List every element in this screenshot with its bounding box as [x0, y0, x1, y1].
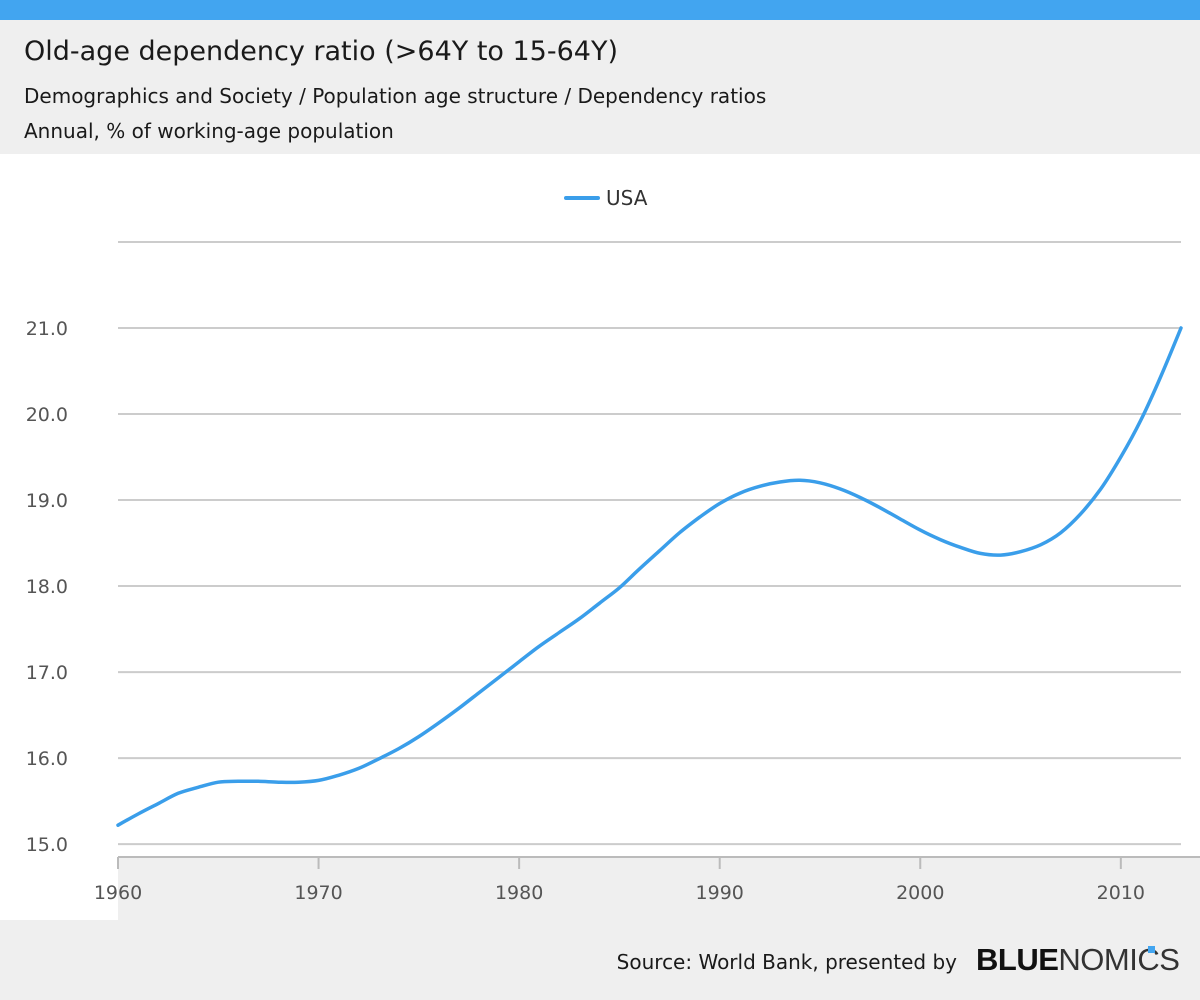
data-point-1994[interactable]: [797, 477, 803, 483]
data-point-1995[interactable]: [817, 480, 823, 486]
bluenomics-logo[interactable]: BLUENOMICS: [976, 942, 1180, 978]
data-point-2005[interactable]: [1018, 549, 1024, 555]
data-point-2000[interactable]: [917, 527, 923, 533]
data-point-2012[interactable]: [1158, 373, 1164, 379]
x-tick-label: 1970: [294, 882, 342, 904]
top-accent-bar: [0, 0, 1200, 20]
data-point-1974[interactable]: [396, 746, 402, 752]
data-point-1982[interactable]: [556, 630, 562, 636]
x-axis: 1960 1970 1980 1990 2000 2010: [94, 857, 1145, 904]
data-point-2001[interactable]: [937, 537, 943, 543]
data-point-1960[interactable]: [115, 822, 121, 828]
x-tick-label: 1960: [94, 882, 142, 904]
y-tick-label: 18.0: [26, 576, 68, 598]
chart-category-path: Demographics and Society / Population ag…: [24, 84, 767, 108]
chart-footer: Source: World Bank, presented by BLUENOM…: [0, 920, 1200, 1000]
data-point-1978[interactable]: [476, 690, 482, 696]
data-point-2008[interactable]: [1078, 511, 1084, 517]
data-point-1967[interactable]: [255, 778, 261, 784]
y-tick-label: 15.0: [26, 834, 68, 856]
data-point-1984[interactable]: [596, 600, 602, 606]
x-tick-label: 2010: [1097, 882, 1145, 904]
data-point-2007[interactable]: [1058, 530, 1064, 536]
data-point-1972[interactable]: [356, 765, 362, 771]
data-point-1991[interactable]: [737, 490, 743, 496]
data-point-1993[interactable]: [777, 479, 783, 485]
x-tick-label: 2000: [896, 882, 944, 904]
data-point-1998[interactable]: [877, 505, 883, 511]
data-point-1997[interactable]: [857, 495, 863, 501]
data-point-1971[interactable]: [336, 772, 342, 778]
logo-text-nomics: NOMICS: [1058, 942, 1180, 977]
data-point-1999[interactable]: [897, 516, 903, 522]
data-point-2013[interactable]: [1178, 325, 1184, 331]
y-axis: 15.0 16.0 17.0 18.0 19.0 20.0 21.0: [26, 318, 68, 856]
data-point-1988[interactable]: [677, 530, 683, 536]
series-line-usa[interactable]: [116, 326, 1183, 827]
data-point-1962[interactable]: [155, 801, 161, 807]
data-point-2003[interactable]: [977, 550, 983, 556]
data-point-1969[interactable]: [296, 779, 302, 785]
data-point-2002[interactable]: [957, 544, 963, 550]
x-tick-label: 1990: [696, 882, 744, 904]
data-point-1975[interactable]: [416, 734, 422, 740]
chart-header: Old-age dependency ratio (>64Y to 15-64Y…: [0, 20, 1200, 154]
y-tick-label: 20.0: [26, 404, 68, 426]
series-usa[interactable]: [115, 325, 1184, 828]
data-point-1986[interactable]: [637, 566, 643, 572]
x-axis-band: [118, 857, 1200, 920]
legend-label-usa: USA: [606, 186, 648, 210]
data-point-1964[interactable]: [195, 784, 201, 790]
data-point-1968[interactable]: [276, 779, 282, 785]
data-point-1979[interactable]: [496, 674, 502, 680]
data-point-2004[interactable]: [998, 552, 1004, 558]
logo-text-blue: BLUE: [976, 942, 1059, 977]
data-point-1977[interactable]: [456, 705, 462, 711]
data-point-1985[interactable]: [616, 585, 622, 591]
data-point-2010[interactable]: [1118, 454, 1124, 460]
line-chart: USA 15.0 16.0 17.0 18.0 19.0 20.0 21.0 1960 197…: [26, 186, 1200, 920]
y-tick-label: 21.0: [26, 318, 68, 340]
data-point-1992[interactable]: [757, 483, 763, 489]
data-point-1976[interactable]: [436, 720, 442, 726]
data-point-1981[interactable]: [536, 643, 542, 649]
data-point-1970[interactable]: [316, 777, 322, 783]
y-tick-label: 16.0: [26, 748, 68, 770]
data-point-1983[interactable]: [576, 616, 582, 622]
data-point-1987[interactable]: [657, 548, 663, 554]
chart-title: Old-age dependency ratio (>64Y to 15-64Y…: [24, 36, 618, 67]
data-point-1963[interactable]: [175, 790, 181, 796]
y-tick-label: 19.0: [26, 490, 68, 512]
data-point-1996[interactable]: [837, 486, 843, 492]
data-point-1965[interactable]: [215, 779, 221, 785]
data-point-1989[interactable]: [697, 514, 703, 520]
y-tick-label: 17.0: [26, 662, 68, 684]
chart-units: Annual, % of working-age population: [24, 119, 394, 143]
data-point-1973[interactable]: [376, 756, 382, 762]
legend[interactable]: USA: [564, 186, 648, 210]
data-point-1961[interactable]: [135, 811, 141, 817]
data-point-1966[interactable]: [235, 778, 241, 784]
logo-mark-icon: [1148, 946, 1155, 953]
data-point-1990[interactable]: [717, 501, 723, 507]
data-point-2011[interactable]: [1138, 417, 1144, 423]
data-point-2009[interactable]: [1098, 486, 1104, 492]
data-point-2006[interactable]: [1038, 542, 1044, 548]
data-point-1980[interactable]: [516, 659, 522, 665]
source-credit: Source: World Bank, presented by: [616, 950, 957, 974]
x-tick-label: 1980: [495, 882, 543, 904]
gridlines: [118, 241, 1200, 920]
